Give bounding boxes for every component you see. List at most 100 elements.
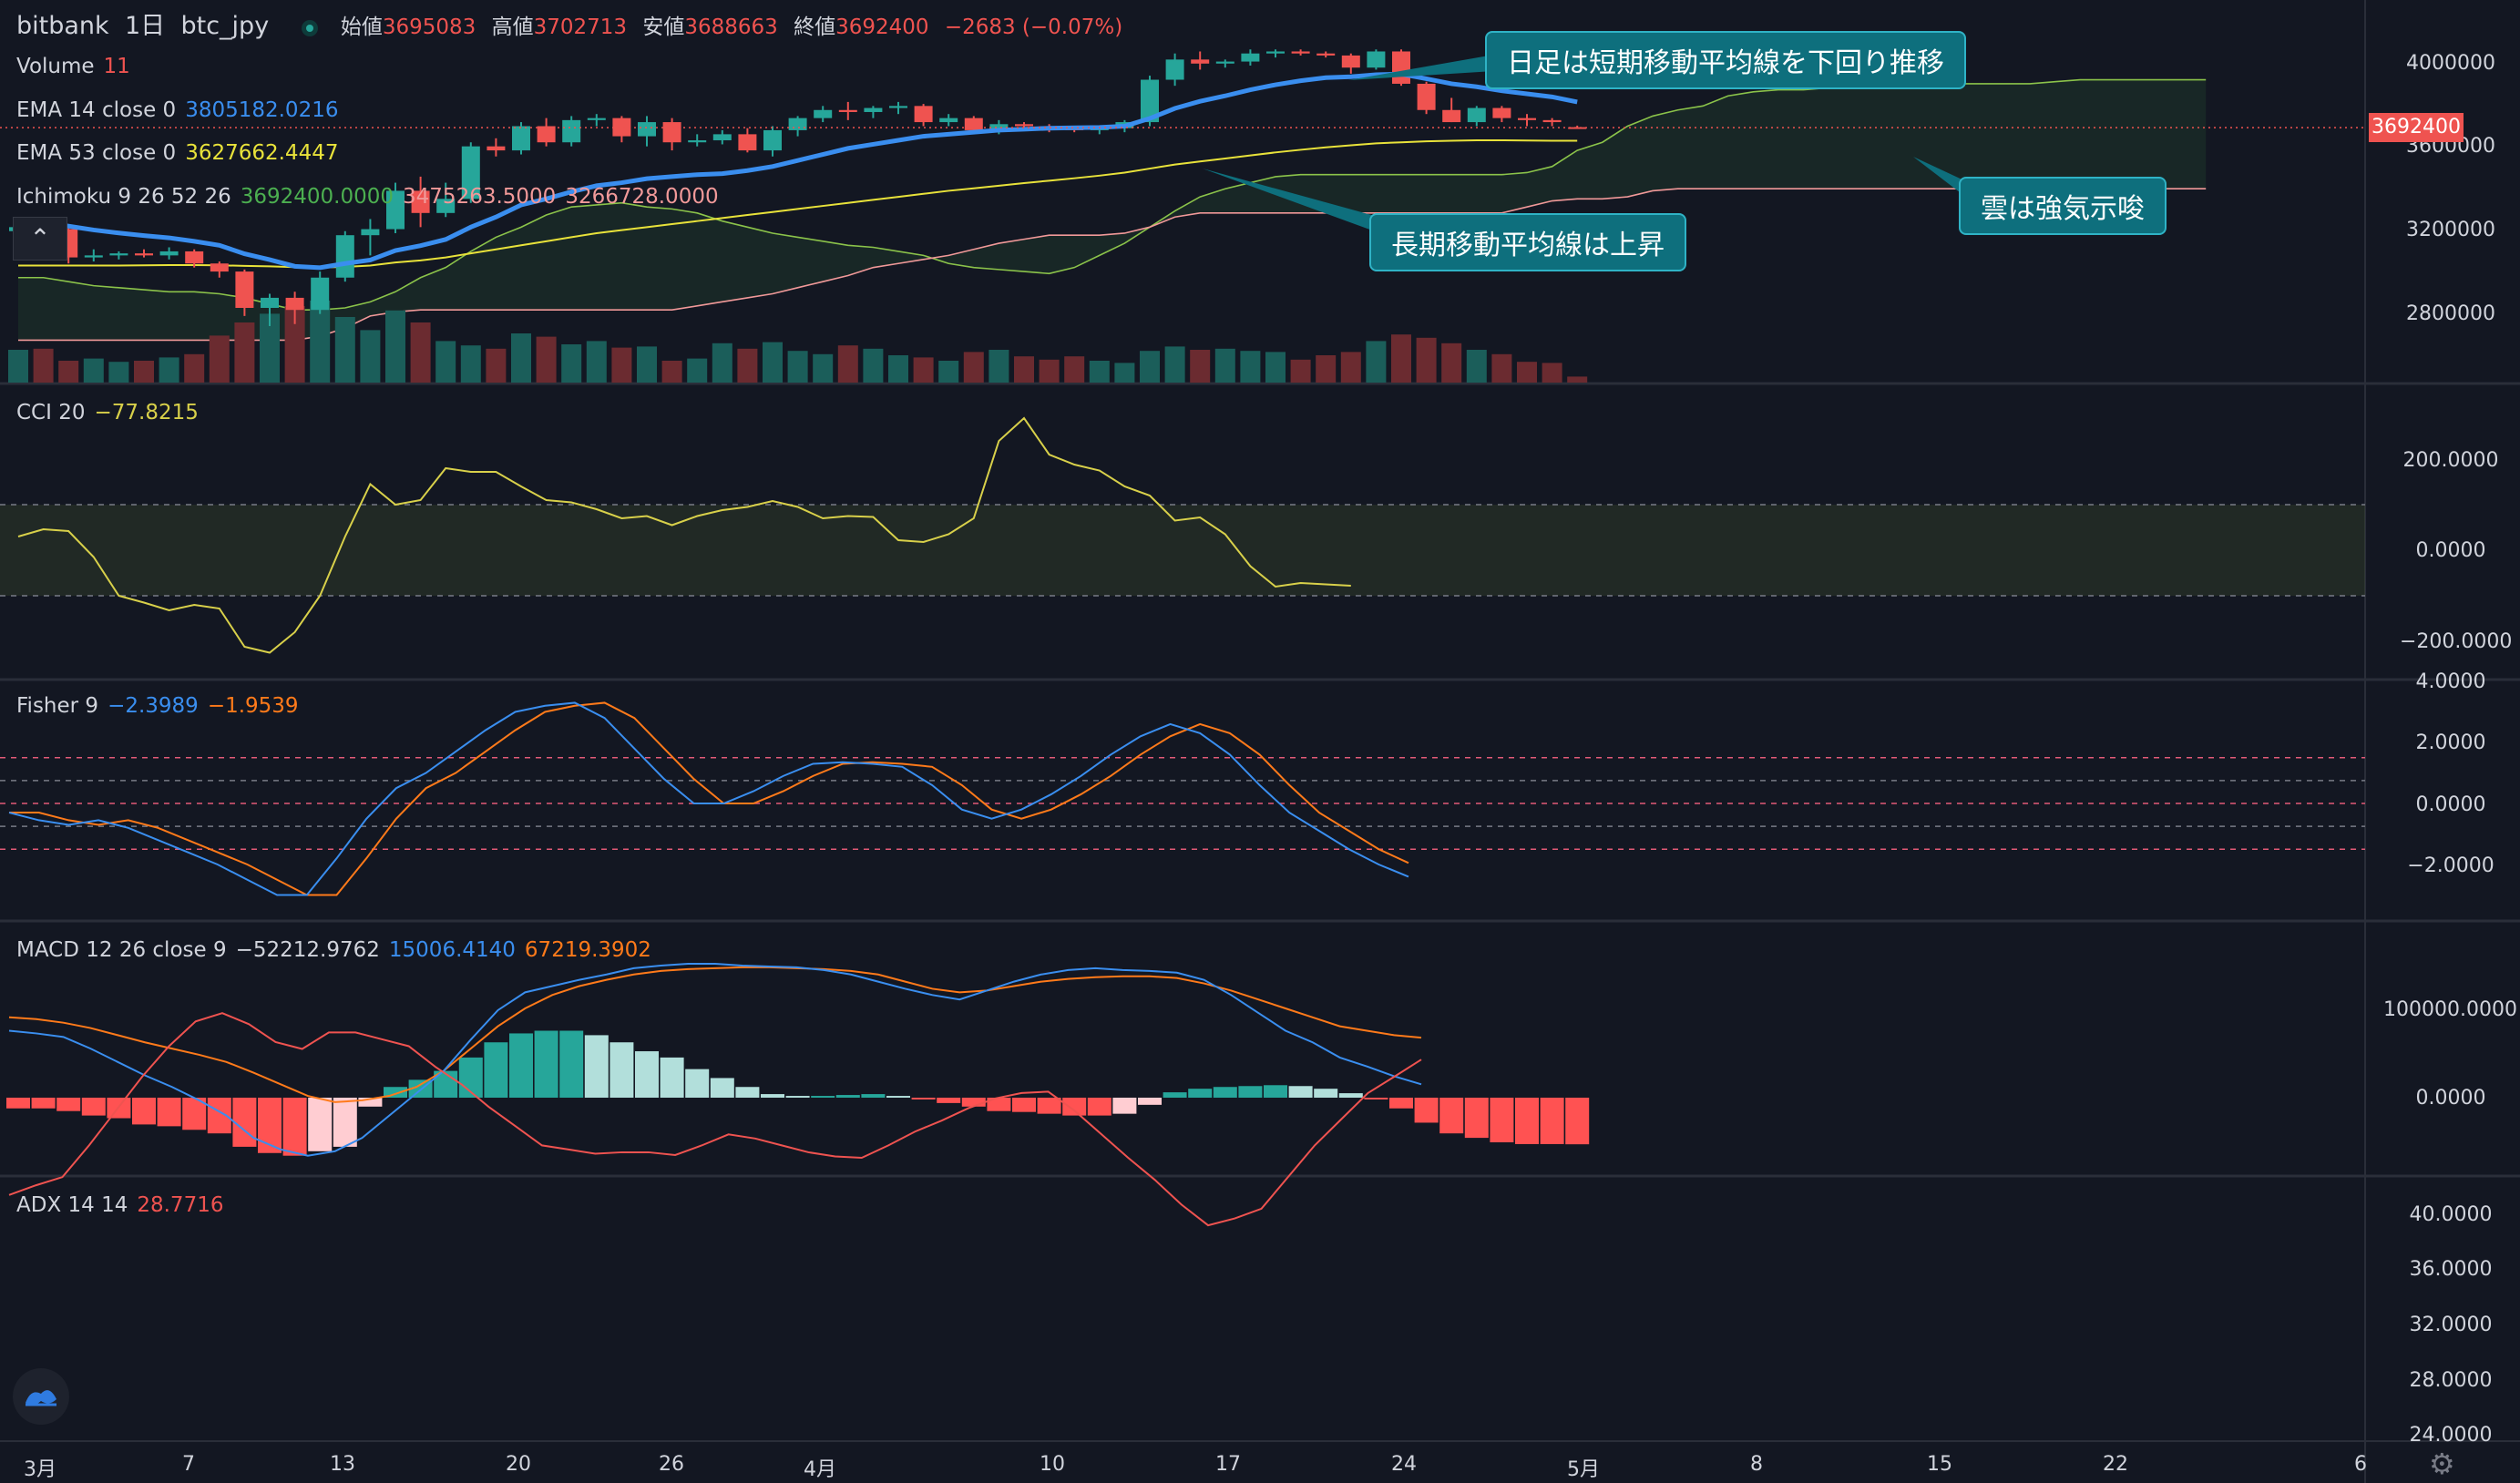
- candle-body: [939, 118, 958, 123]
- legend-ema53-name: EMA 53 close 0: [16, 141, 177, 165]
- legend-macd-v2: 15006.4140: [388, 938, 516, 962]
- macd-histogram-bar: [1565, 1098, 1590, 1145]
- candle-body: [235, 271, 254, 308]
- annotation-long-ma[interactable]: 長期移動平均線は上昇: [1369, 213, 1686, 271]
- volume-bar: [1214, 348, 1235, 383]
- legend-volume-name: Volume: [16, 55, 95, 78]
- time-axis-label: 7: [182, 1453, 195, 1476]
- macd-histogram-bar: [333, 1098, 357, 1147]
- volume-bar: [1064, 356, 1085, 383]
- macd-histogram-bar: [1288, 1086, 1313, 1098]
- volume-bar: [1340, 352, 1361, 383]
- tradingview-logo-icon[interactable]: [13, 1368, 69, 1425]
- candle-body: [1266, 51, 1285, 54]
- volume-bar: [486, 348, 507, 383]
- legend-adx[interactable]: ADX 14 14 28.7716: [16, 1193, 232, 1217]
- macd-histogram-bar: [6, 1098, 30, 1109]
- macd-histogram-bar: [785, 1096, 810, 1098]
- legend-macd[interactable]: MACD 12 26 close 9 −52212.9762 15006.4140 6…: [16, 938, 661, 962]
- volume-bar: [360, 330, 381, 383]
- legend-macd-name: MACD 12 26 close 9: [16, 938, 227, 962]
- adx-axis-label: 40.0000: [2409, 1203, 2493, 1226]
- macd-histogram-bar: [1087, 1098, 1111, 1116]
- symbol-name[interactable]: btc_jpy: [180, 12, 270, 40]
- candle-body: [587, 118, 606, 120]
- volume-bar: [737, 348, 758, 383]
- annotation-short-ma[interactable]: 日足は短期移動平均線を下回り推移: [1485, 31, 1966, 89]
- macd-histogram-bar: [710, 1078, 734, 1098]
- volume-bar: [1441, 343, 1462, 383]
- candle-body: [1442, 109, 1461, 123]
- time-axis-label: 10: [1040, 1453, 1065, 1476]
- legend-ema53[interactable]: EMA 53 close 0 3627662.4447: [16, 141, 347, 165]
- price-axis-label: 4000000: [2406, 52, 2495, 75]
- exchange-name[interactable]: bitbank: [16, 12, 109, 40]
- last-price-tag[interactable]: 3692400: [2369, 113, 2464, 142]
- time-axis-label: 13: [330, 1453, 355, 1476]
- price-axis-label: 3200000: [2406, 219, 2495, 241]
- macd-histogram-bar: [1490, 1098, 1514, 1142]
- candle-body: [84, 255, 103, 258]
- volume-bar: [637, 346, 657, 383]
- candle-body: [1191, 59, 1210, 64]
- volume-bar: [989, 350, 1009, 383]
- candle-body: [662, 122, 681, 143]
- volume-bar: [460, 345, 481, 383]
- callout-pointer: [1203, 169, 1385, 235]
- cci-line: [17, 416, 1351, 654]
- legend-fisher[interactable]: Fisher 9 −2.3989 −1.9539: [16, 694, 308, 718]
- annotation-cloud[interactable]: 雲は強気示唆: [1959, 177, 2167, 235]
- macd-histogram-bar: [937, 1098, 961, 1103]
- symbol-header: bitbank 1日 btc_jpy 始値3695083 高値3702713 安…: [16, 5, 1132, 41]
- macd-histogram-bar: [610, 1042, 634, 1098]
- volume-bar: [1542, 363, 1562, 383]
- legend-fisher-v1: −2.3989: [108, 694, 199, 718]
- legend-cci[interactable]: CCI 20 −77.8215: [16, 401, 208, 424]
- macd-histogram-bar: [232, 1098, 257, 1147]
- candle-body: [210, 263, 229, 272]
- macd-histogram-bar: [685, 1069, 710, 1098]
- macd-histogram-bar: [484, 1042, 508, 1098]
- macd-histogram-bar: [811, 1096, 835, 1098]
- macd-histogram-bar: [384, 1087, 407, 1098]
- candle-body: [1417, 83, 1436, 110]
- macd-histogram-bar: [1163, 1092, 1187, 1098]
- legend-volume[interactable]: Volume 11: [16, 55, 139, 78]
- candle-body: [1367, 51, 1386, 68]
- legend-volume-value: 11: [103, 55, 130, 78]
- volume-bar: [813, 353, 834, 383]
- macd-histogram-bar: [1012, 1098, 1036, 1112]
- candle-body: [135, 253, 153, 256]
- macd-histogram-bar: [1062, 1098, 1087, 1116]
- legend-ichimoku[interactable]: Ichimoku 9 26 52 26 3692400.0000 3475263.5…: [16, 185, 728, 209]
- ichimoku-span-b-line: [18, 188, 2207, 342]
- macd-histogram-bar: [1138, 1098, 1162, 1105]
- volume-bar: [1014, 356, 1034, 383]
- candle-body: [1518, 118, 1536, 120]
- legend-cci-name: CCI 20: [16, 401, 86, 424]
- time-axis-label: 15: [1927, 1453, 1952, 1476]
- volume-bar: [1190, 350, 1211, 383]
- macd-histogram-bar: [635, 1051, 659, 1098]
- macd-histogram-bar: [157, 1098, 181, 1127]
- macd-histogram-bar: [282, 1098, 307, 1156]
- candle-body: [285, 297, 304, 311]
- macd-histogram-bar: [660, 1057, 684, 1098]
- candle-body: [1392, 51, 1410, 84]
- volume-bar: [511, 333, 531, 383]
- volume-bar: [260, 313, 280, 383]
- time-axis-label: 4月: [804, 1458, 836, 1481]
- time-axis-label: 17: [1215, 1453, 1241, 1476]
- macd-histogram-bar: [31, 1098, 56, 1109]
- interval-label[interactable]: 1日: [124, 12, 166, 40]
- legend-ema14-name: EMA 14 close 0: [16, 98, 177, 122]
- volume-bar: [837, 345, 858, 383]
- collapse-indicators-button[interactable]: ⌃: [13, 217, 67, 261]
- volume-bar: [1491, 353, 1512, 383]
- cci-axis-label: 200.0000: [2402, 449, 2499, 472]
- legend-ema14[interactable]: EMA 14 close 0 3805182.0216: [16, 98, 347, 122]
- macd-axis-label: 0.0000: [2415, 1087, 2486, 1110]
- candle-body: [512, 126, 530, 151]
- gear-icon[interactable]: ⚙: [2429, 1447, 2455, 1481]
